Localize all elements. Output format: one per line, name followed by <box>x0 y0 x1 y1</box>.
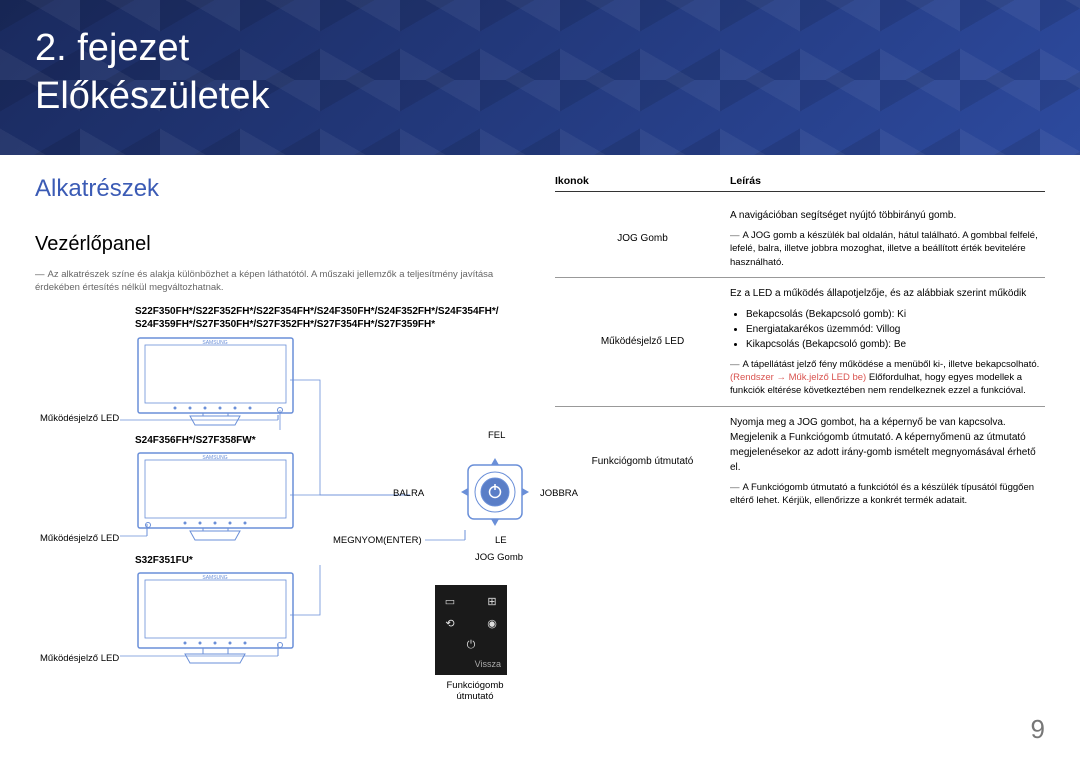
list-item: Energiatakarékos üzemmód: Villog <box>746 322 1045 337</box>
description-table: Ikonok Leírás JOG Gomb A navigációban se… <box>555 175 1045 745</box>
led-label-3: Működésjelző LED <box>40 653 119 664</box>
model-group-1: S22F350FH*/S22F352FH*/S22F354FH*/S24F350… <box>135 305 515 331</box>
fk-back-label: Vissza <box>441 659 501 669</box>
jog-label-down: LE <box>495 535 507 546</box>
list-item: Bekapcsolás (Bekapcsoló gomb): Ki <box>746 307 1045 322</box>
disclaimer-note: ―Az alkatrészek színe és alakja különböz… <box>35 268 515 295</box>
return-icon: ⟲ <box>441 615 459 633</box>
row-desc-note: ―A Funkciógomb útmutató a funkciótól és … <box>730 481 1045 508</box>
svg-text:SAMSUNG: SAMSUNG <box>202 455 227 461</box>
table-header-icons: Ikonok <box>555 175 730 187</box>
table-row: Funkciógomb útmutató Nyomja meg a JOG go… <box>555 407 1045 516</box>
subsection-heading: Vezérlőpanel <box>35 233 515 256</box>
row-desc-main: Ez a LED a működés állapotjelzője, és az… <box>730 286 1045 301</box>
jog-label-up: FEL <box>488 430 505 441</box>
row-icon-label: JOG Gomb <box>555 208 730 269</box>
table-row: JOG Gomb A navigációban segítséget nyújt… <box>555 200 1045 278</box>
function-key-guide: ▭ ⊞ ⟲ ◉ ⏻ Vissza Funkciógomb útmutató <box>435 585 515 702</box>
chapter-title: 2. fejezet Előkészületek <box>35 25 269 120</box>
jog-label-press: MEGNYOM(ENTER) <box>333 535 422 546</box>
jog-button-diagram: FEL BALRA JOBBRA LE MEGNYOM(ENTER) JOG G… <box>405 440 585 558</box>
row-desc-note: ―A tápellátást jelző fény működése a men… <box>730 358 1045 398</box>
led-label-1: Működésjelző LED <box>40 413 119 424</box>
svg-text:SAMSUNG: SAMSUNG <box>202 575 227 581</box>
led-label-2: Működésjelző LED <box>40 533 119 544</box>
table-row: Működésjelző LED Ez a LED a működés álla… <box>555 278 1045 407</box>
table-header-row: Ikonok Leírás <box>555 175 1045 192</box>
list-item: Kikapcsolás (Bekapcsoló gomb): Be <box>746 337 1045 352</box>
svg-text:SAMSUNG: SAMSUNG <box>202 340 227 346</box>
jog-button-label: JOG Gomb <box>475 552 523 563</box>
jog-label-left: BALRA <box>393 488 424 499</box>
jog-label-right: JOBBRA <box>540 488 578 499</box>
eye-icon: ◉ <box>483 615 501 633</box>
grid-icon: ⊞ <box>483 593 501 611</box>
fk-guide-label: Funkciógomb útmutató <box>435 680 515 702</box>
row-desc-main: Nyomja meg a JOG gombot, ha a képernyő b… <box>730 415 1045 475</box>
monitor-diagram-2: SAMSUNG <box>135 450 305 545</box>
row-icon-label: Működésjelző LED <box>555 286 730 398</box>
chapter-name: Előkészületek <box>35 75 269 117</box>
section-heading: Alkatrészek <box>35 175 515 203</box>
power-icon: ⏻ <box>462 637 480 655</box>
model-group-3: S32F351FU* <box>135 555 193 566</box>
row-desc-note: ―A JOG gomb a készülék bal oldalán, hátu… <box>730 229 1045 269</box>
table-header-desc: Leírás <box>730 175 1045 187</box>
diagram-area: S22F350FH*/S22F352FH*/S22F354FH*/S24F350… <box>35 305 515 745</box>
row-desc-main: A navigációban segítséget nyújtó többirá… <box>730 208 1045 223</box>
model-group-2: S24F356FH*/S27F358FW* <box>135 435 256 446</box>
fk-icon: ▭ <box>441 593 459 611</box>
page-number: 9 <box>1031 714 1045 745</box>
chapter-number: 2. fejezet <box>35 27 189 69</box>
chapter-header: 2. fejezet Előkészületek <box>0 0 1080 155</box>
